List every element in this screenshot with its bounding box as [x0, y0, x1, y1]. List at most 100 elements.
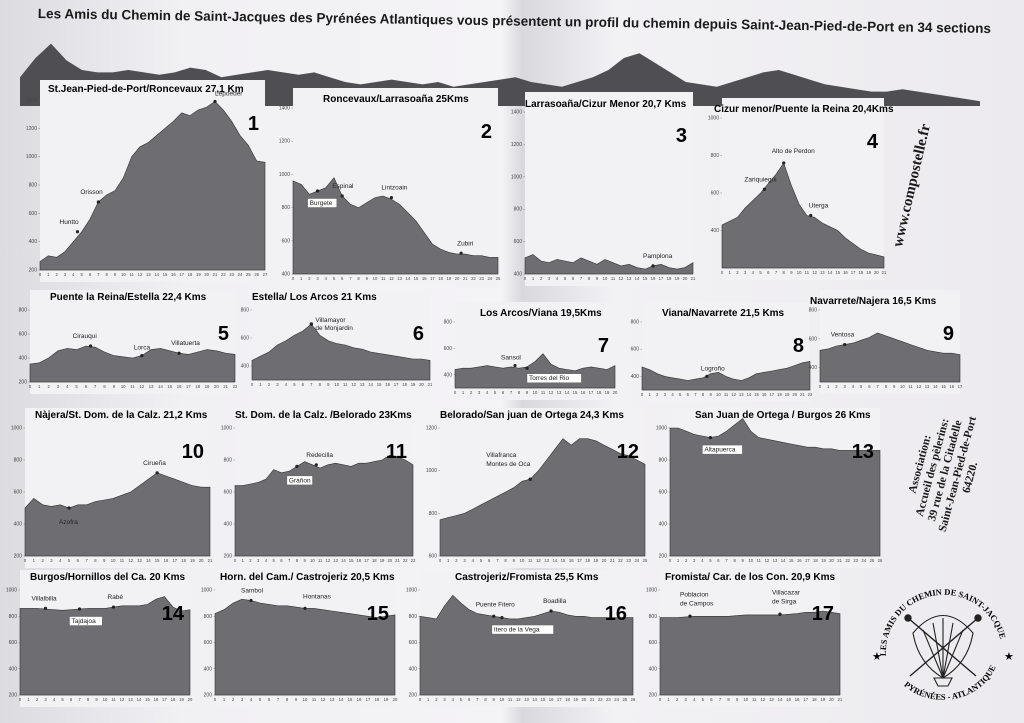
x-tick-label: 4: [59, 558, 62, 563]
x-tick-label: 2: [232, 697, 235, 702]
waypoint-label: Itero de la Vega: [494, 627, 540, 634]
y-tick-label: 200: [224, 554, 233, 560]
x-tick-label: 18: [181, 558, 186, 563]
x-tick-label: 20: [829, 697, 834, 702]
section-title: Los Arcos/Viana 19,5Kms: [480, 308, 602, 319]
section-number: 5: [218, 323, 229, 345]
x-tick-label: 17: [557, 697, 562, 702]
x-tick-label: 12: [138, 272, 143, 277]
x-tick-label: 6: [89, 272, 92, 277]
waypoint-marker: [492, 614, 496, 618]
x-tick-label: 7: [277, 697, 280, 702]
y-tick-label: 200: [204, 693, 213, 699]
x-tick-label: 3: [463, 558, 466, 563]
waypoint-marker: [809, 213, 813, 218]
x-tick-label: 18: [585, 558, 590, 563]
x-tick-label: 17: [366, 697, 371, 702]
x-tick-label: 19: [821, 558, 826, 563]
x-tick-label: 4: [53, 697, 56, 702]
x-tick-label: 5: [709, 558, 712, 563]
y-tick-label: 800: [282, 205, 291, 211]
waypoint-label: Sansol: [501, 355, 521, 362]
x-tick-label: 17: [364, 558, 369, 563]
x-tick-label: 17: [179, 272, 184, 277]
waypoint-marker: [213, 99, 217, 104]
x-tick-label: 3: [744, 270, 747, 275]
waypoint-label: Lorca: [134, 345, 151, 352]
y-tick-label: 800: [514, 207, 523, 213]
y-tick-label: 400: [204, 666, 213, 672]
y-tick-label: 800: [711, 153, 720, 159]
x-tick-label: 9: [103, 558, 106, 563]
x-tick-label: 19: [866, 270, 871, 275]
x-tick-label: 6: [488, 558, 491, 563]
waypoint-label-box: [286, 475, 313, 486]
x-tick-label: 2: [455, 558, 458, 563]
section-number: 10: [182, 441, 204, 463]
x-tick-label: 13: [544, 558, 549, 563]
x-tick-label: 19: [384, 697, 389, 702]
x-tick-label: 13: [739, 392, 744, 397]
x-tick-label: 10: [334, 382, 339, 387]
x-tick-label: 8: [702, 392, 705, 397]
x-tick-label: 11: [130, 384, 135, 389]
x-tick-label: 19: [411, 382, 416, 387]
x-tick-label: 6: [341, 276, 344, 281]
y-tick-label: 600: [649, 640, 658, 646]
x-tick-label: 7: [349, 276, 352, 281]
x-tick-label: 16: [949, 384, 954, 389]
waypoint-label: Cirauqui: [73, 333, 97, 340]
x-tick-label: 0: [659, 697, 662, 702]
waypoint-label: de Campos: [680, 600, 714, 607]
waypoint-marker: [67, 506, 71, 510]
x-tick-label: 21: [213, 272, 218, 277]
x-tick-label: 8: [783, 270, 786, 275]
x-tick-label: 13: [333, 558, 338, 563]
x-tick-label: 22: [845, 558, 850, 563]
y-tick-label: 200: [409, 693, 418, 699]
x-tick-label: 3: [316, 276, 319, 281]
waypoint-marker: [762, 187, 767, 191]
x-tick-label: 7: [580, 276, 583, 281]
x-tick-label: 13: [137, 558, 142, 563]
waypoint-marker: [88, 344, 93, 348]
elevation-area: [819, 332, 961, 383]
x-tick-label: 0: [721, 270, 724, 275]
waypoint-label: Pamplona: [643, 253, 673, 260]
x-tick-label: 4: [72, 272, 75, 277]
x-tick-label: 6: [77, 558, 80, 563]
x-tick-label: 15: [414, 276, 419, 281]
y-tick-label: 200: [29, 268, 38, 274]
x-tick-label: 20: [455, 276, 460, 281]
x-tick-label: 22: [471, 276, 476, 281]
x-tick-label: 2: [685, 558, 688, 563]
section-title: San Juan de Ortega / Burgos 26 Kms: [695, 410, 871, 421]
x-tick-label: 8: [727, 697, 730, 702]
x-tick-label: 20: [199, 558, 204, 563]
x-tick-label: 1: [300, 276, 303, 281]
panel-background: [525, 92, 693, 286]
x-tick-label: 3: [276, 382, 279, 387]
section-number: 1: [248, 113, 259, 135]
x-tick-label: 23: [606, 697, 611, 702]
x-tick-label: 12: [128, 558, 133, 563]
x-tick-label: 27: [263, 272, 268, 277]
x-tick-label: 20: [393, 697, 398, 702]
y-tick-label: 600: [14, 490, 23, 496]
x-tick-label: 8: [94, 558, 97, 563]
section-title: Larrasoaña/Cizur Menor 20,7 Kms: [525, 99, 687, 110]
x-tick-label: 14: [368, 382, 373, 387]
x-tick-label: 23: [411, 558, 416, 563]
x-tick-label: 16: [171, 272, 176, 277]
x-tick-label: 1: [827, 384, 830, 389]
x-tick-label: 3: [64, 272, 67, 277]
section-number: 11: [386, 441, 407, 463]
y-tick-label: 400: [409, 666, 418, 672]
x-tick-label: 5: [460, 697, 463, 702]
x-tick-label: 20: [683, 276, 688, 281]
x-tick-label: 4: [701, 558, 704, 563]
